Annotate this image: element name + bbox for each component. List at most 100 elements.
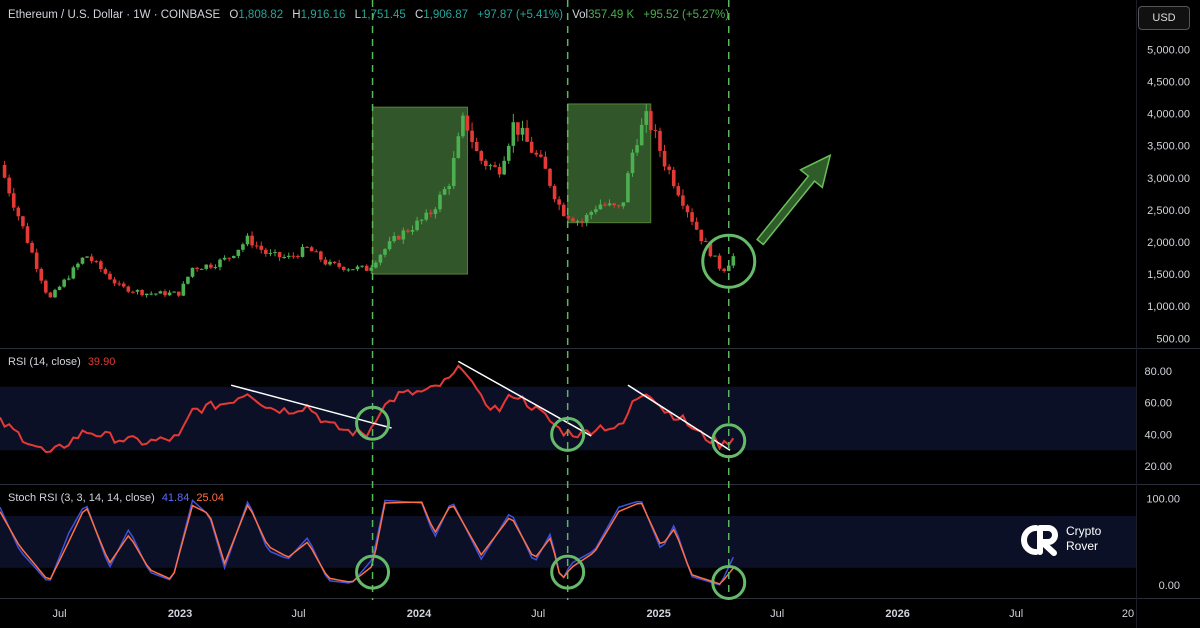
candle-up: [392, 236, 396, 242]
candle-up: [199, 268, 204, 270]
candle-up: [378, 254, 383, 263]
rsi-circle-marker: [711, 423, 747, 459]
price-change: +97.87 (+5.41%): [477, 9, 563, 21]
candle-up: [144, 293, 149, 296]
candle-down: [131, 291, 135, 293]
candle-down: [671, 169, 676, 187]
candle-down: [323, 259, 328, 265]
candle-up: [461, 115, 465, 137]
close-value: 1,906.87: [423, 9, 469, 21]
candle-down: [30, 242, 34, 253]
price-tick-label: 1,000.00: [1147, 301, 1190, 313]
candle-up: [71, 267, 76, 279]
candle-down: [543, 156, 548, 169]
candle-up: [181, 283, 186, 296]
high-value: 1,916.16: [300, 9, 346, 21]
candle-up: [76, 263, 80, 268]
candle-up: [575, 221, 580, 223]
candle-up: [204, 264, 209, 269]
candle-down: [314, 251, 319, 253]
candle-up: [236, 249, 241, 256]
stoch-circle-marker: [550, 554, 586, 590]
candle-down: [667, 166, 671, 170]
candle-down: [681, 195, 685, 206]
candle-up: [630, 152, 635, 174]
highlight-box: [372, 106, 468, 275]
price-tick-label: 500.00: [1156, 333, 1190, 345]
candle-up: [639, 124, 644, 146]
candle-down: [296, 255, 300, 257]
candle-down: [539, 154, 543, 157]
candle-up: [282, 257, 286, 259]
candle-up: [245, 235, 250, 245]
chart-header: Ethereum / U.S. Dollar · 1W · COINBASE O…: [8, 9, 729, 21]
candle-down: [39, 268, 44, 281]
rsi-tick-label: 40.00: [1144, 429, 1172, 441]
price-tick-label: 3,500.00: [1147, 141, 1190, 153]
candle-up: [241, 244, 245, 250]
candle-up: [594, 209, 598, 212]
candle-up: [456, 136, 461, 158]
candle-up: [231, 255, 236, 258]
rsi-label: RSI (14, close): [8, 356, 81, 368]
candle-up: [300, 246, 305, 257]
x-tick-label: Jul: [292, 608, 306, 620]
candle-down: [616, 205, 621, 207]
watermark-line2: Rover: [1066, 539, 1099, 553]
candle-up: [85, 256, 89, 258]
candle-up: [520, 127, 525, 135]
volume-change: +95.52 (+5.27%): [643, 9, 730, 21]
candle-up: [213, 267, 218, 269]
candle-up: [442, 189, 447, 195]
candle-down: [479, 151, 484, 161]
candle-down: [259, 245, 264, 250]
candle-down: [48, 292, 53, 298]
symbol-title: Ethereum / U.S. Dollar · 1W · COINBASE: [8, 9, 221, 21]
candle-down: [176, 291, 181, 296]
candle-up: [401, 230, 406, 240]
candle-down: [649, 111, 653, 131]
rsi-circle-marker: [355, 405, 391, 441]
candle-up: [584, 214, 589, 223]
candle-down: [406, 230, 410, 232]
up-arrow: [756, 153, 832, 246]
volume-label: Vol: [572, 9, 589, 21]
close-label: C: [414, 9, 424, 21]
price-tick-label: 5,000.00: [1147, 44, 1190, 56]
candle-up: [158, 291, 163, 294]
candle-down: [121, 283, 126, 287]
candle-down: [548, 168, 552, 186]
price-tick-label: 2,000.00: [1147, 237, 1190, 249]
candle-down: [580, 221, 584, 223]
candle-down: [685, 205, 690, 213]
candle-up: [268, 252, 273, 254]
currency-button[interactable]: USD: [1138, 6, 1190, 30]
candle-down: [227, 257, 231, 259]
x-tick-label: Jul: [53, 608, 67, 620]
candle-up: [607, 203, 612, 206]
volume-value: 357.49 K: [588, 9, 635, 21]
candle-up: [172, 291, 176, 293]
candle-down: [690, 212, 694, 222]
stoch-tick-label: 0.00: [1159, 580, 1180, 592]
candle-up: [80, 257, 85, 264]
rsi-trendline: [230, 384, 392, 429]
stoch-d-value: 25.04: [196, 492, 224, 504]
candle-down: [309, 247, 314, 252]
x-tick-label: Jul: [1009, 608, 1023, 620]
candle-up: [273, 252, 277, 254]
candle-up: [387, 241, 392, 250]
candle-down: [264, 249, 268, 254]
candle-down: [305, 246, 309, 248]
candle-down: [653, 130, 658, 132]
candle-down: [557, 199, 561, 205]
candle-down: [34, 252, 39, 269]
candle-down: [516, 122, 520, 135]
x-tick-label: Jul: [770, 608, 784, 620]
candle-down: [2, 164, 7, 178]
candle-down: [497, 166, 502, 175]
crypto-rover-watermark: Crypto Rover: [1016, 522, 1126, 558]
candle-up: [626, 173, 630, 203]
candle-up: [511, 122, 516, 146]
